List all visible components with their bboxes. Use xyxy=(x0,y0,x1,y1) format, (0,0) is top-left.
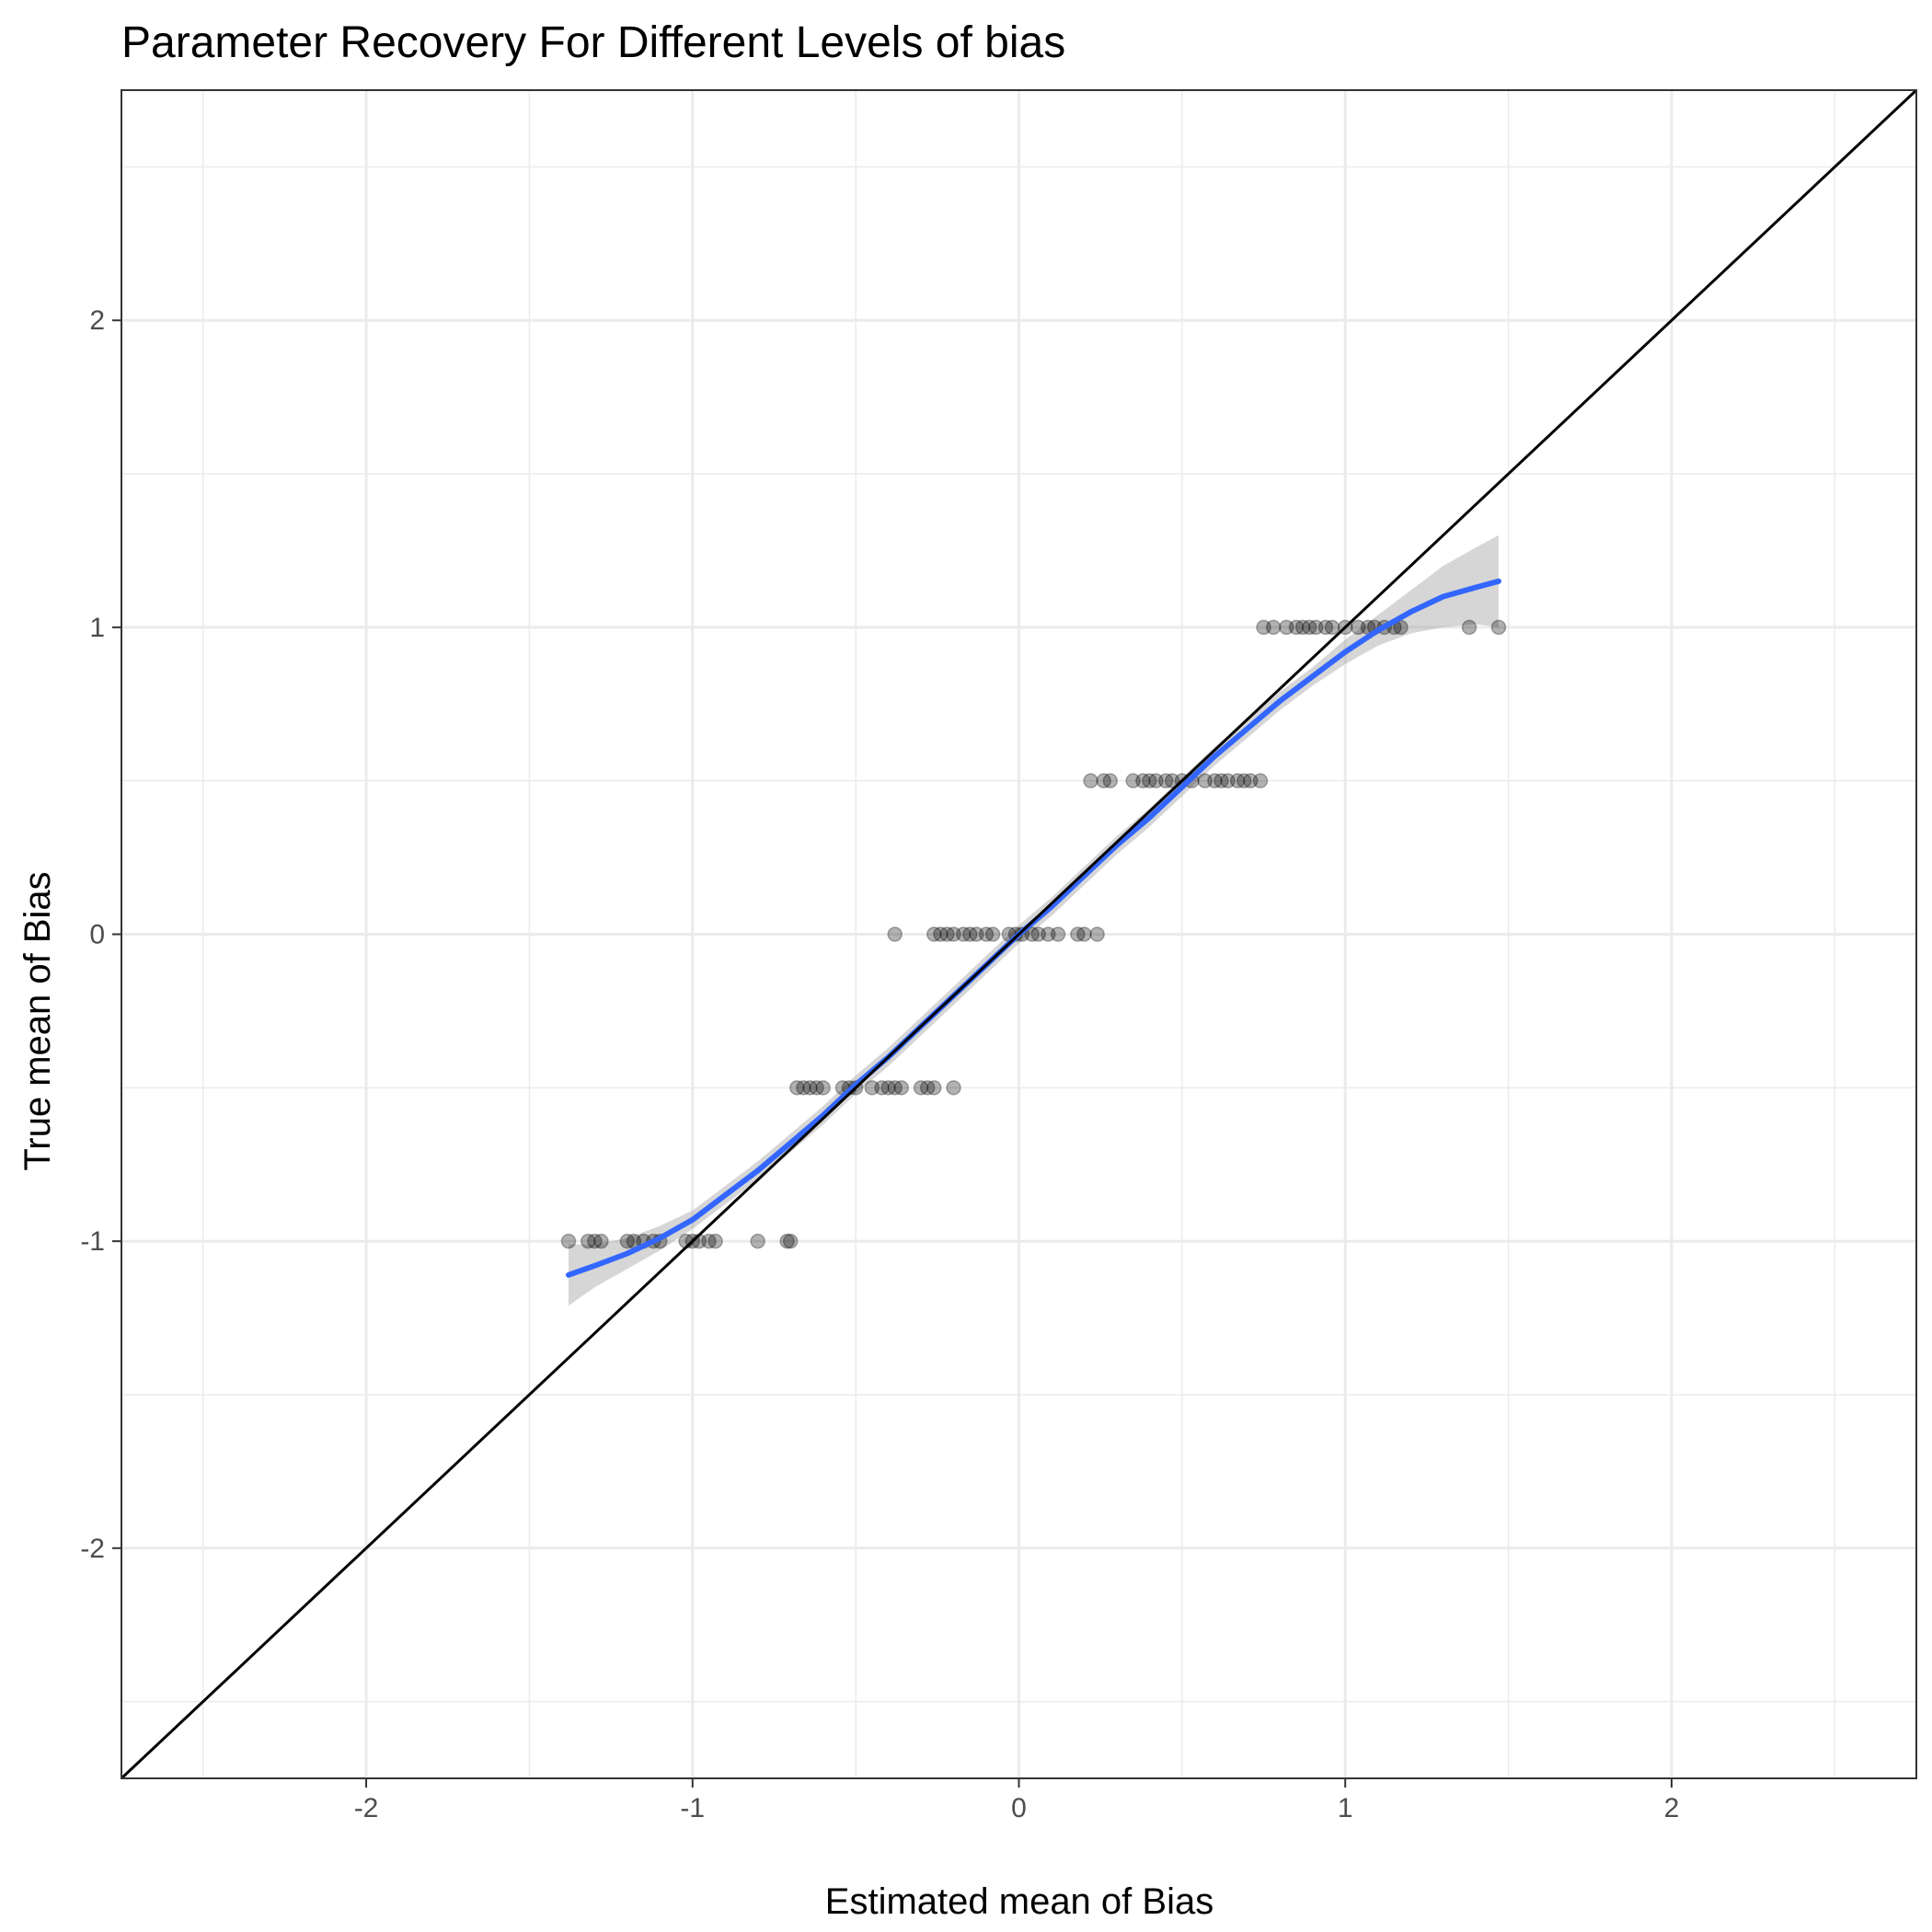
data-point xyxy=(593,1233,609,1249)
data-point xyxy=(1265,619,1282,636)
data-point xyxy=(946,1080,961,1096)
data-point xyxy=(1461,619,1478,636)
data-point xyxy=(1288,619,1305,636)
data-point xyxy=(1089,926,1105,942)
x-tick-label: 0 xyxy=(1011,1793,1027,1823)
data-point xyxy=(946,926,961,942)
x-tick-label: -1 xyxy=(680,1793,705,1823)
data-point xyxy=(1317,619,1334,636)
data-point xyxy=(1351,619,1366,636)
data-point xyxy=(1135,773,1151,788)
data-point xyxy=(880,1080,896,1096)
data-point xyxy=(1243,773,1259,788)
data-point xyxy=(913,1080,929,1096)
data-point xyxy=(581,1233,596,1249)
x-axis-title: Estimated mean of Bias xyxy=(825,1881,1213,1922)
data-point xyxy=(619,1233,636,1249)
data-point xyxy=(779,1233,795,1249)
data-point xyxy=(1070,926,1086,942)
data-point xyxy=(1213,773,1229,788)
identity-line xyxy=(120,88,1918,1780)
data-point xyxy=(802,1080,818,1096)
data-point xyxy=(1076,926,1092,942)
grid-major xyxy=(121,90,1916,1778)
y-tick-label: 0 xyxy=(89,920,105,950)
data-point xyxy=(1207,773,1223,788)
chart-title: Parameter Recovery For Different Levels … xyxy=(121,18,1065,67)
data-point xyxy=(1050,926,1066,942)
data-point xyxy=(1490,619,1507,636)
x-tick-label: 2 xyxy=(1664,1793,1680,1823)
data-point xyxy=(1229,773,1246,788)
y-tick-label: -1 xyxy=(80,1226,105,1257)
data-point xyxy=(1041,926,1056,942)
data-point xyxy=(978,926,995,942)
y-tick-label: 2 xyxy=(89,305,105,336)
data-point xyxy=(969,926,984,942)
data-point xyxy=(782,1233,799,1249)
data-point xyxy=(919,1080,936,1096)
data-point xyxy=(1256,619,1271,636)
data-point xyxy=(939,926,955,942)
data-point xyxy=(887,1080,903,1096)
data-point xyxy=(1142,773,1157,788)
data-point xyxy=(1125,773,1141,788)
data-point xyxy=(926,1080,942,1096)
data-point xyxy=(796,1080,811,1096)
x-tick-label: -2 xyxy=(354,1793,379,1823)
data-point xyxy=(1197,773,1213,788)
data-point xyxy=(1024,926,1040,942)
data-point xyxy=(1220,773,1236,788)
data-point xyxy=(701,1233,717,1249)
data-point xyxy=(1279,619,1294,636)
data-point xyxy=(926,926,942,942)
data-point xyxy=(1236,773,1252,788)
data-point xyxy=(1301,619,1317,636)
data-point xyxy=(815,1080,831,1096)
y-tick-label: -2 xyxy=(80,1534,105,1564)
data-point xyxy=(587,1233,603,1249)
data-point xyxy=(955,926,972,942)
data-point xyxy=(789,1080,805,1096)
data-point xyxy=(1030,926,1047,942)
data-point xyxy=(933,926,949,942)
data-points-layer xyxy=(560,619,1507,1249)
x-axis-ticks: -2 -1 0 1 2 xyxy=(354,1778,1680,1823)
y-tick-label: 1 xyxy=(89,613,105,643)
data-point xyxy=(560,1233,577,1249)
data-point xyxy=(874,1080,890,1096)
data-point xyxy=(1164,773,1180,788)
y-axis-title: True mean of Bias xyxy=(17,871,58,1170)
data-point xyxy=(1324,619,1340,636)
data-point xyxy=(1294,619,1311,636)
data-point xyxy=(750,1233,765,1249)
data-point xyxy=(984,926,1001,942)
reference-line-layer xyxy=(120,88,1918,1780)
data-point xyxy=(893,1080,910,1096)
data-point xyxy=(1252,773,1269,788)
y-axis-ticks: -2 -1 0 1 2 xyxy=(80,305,121,1564)
data-point xyxy=(707,1233,723,1249)
data-point xyxy=(887,926,903,942)
x-tick-label: 1 xyxy=(1338,1793,1353,1823)
data-point xyxy=(1148,773,1164,788)
data-point xyxy=(1083,773,1098,788)
data-point xyxy=(1096,773,1111,788)
data-point xyxy=(1102,773,1119,788)
data-point xyxy=(962,926,978,942)
data-point xyxy=(1308,619,1324,636)
data-point xyxy=(864,1080,880,1096)
data-point xyxy=(809,1080,824,1096)
data-point xyxy=(1157,773,1174,788)
